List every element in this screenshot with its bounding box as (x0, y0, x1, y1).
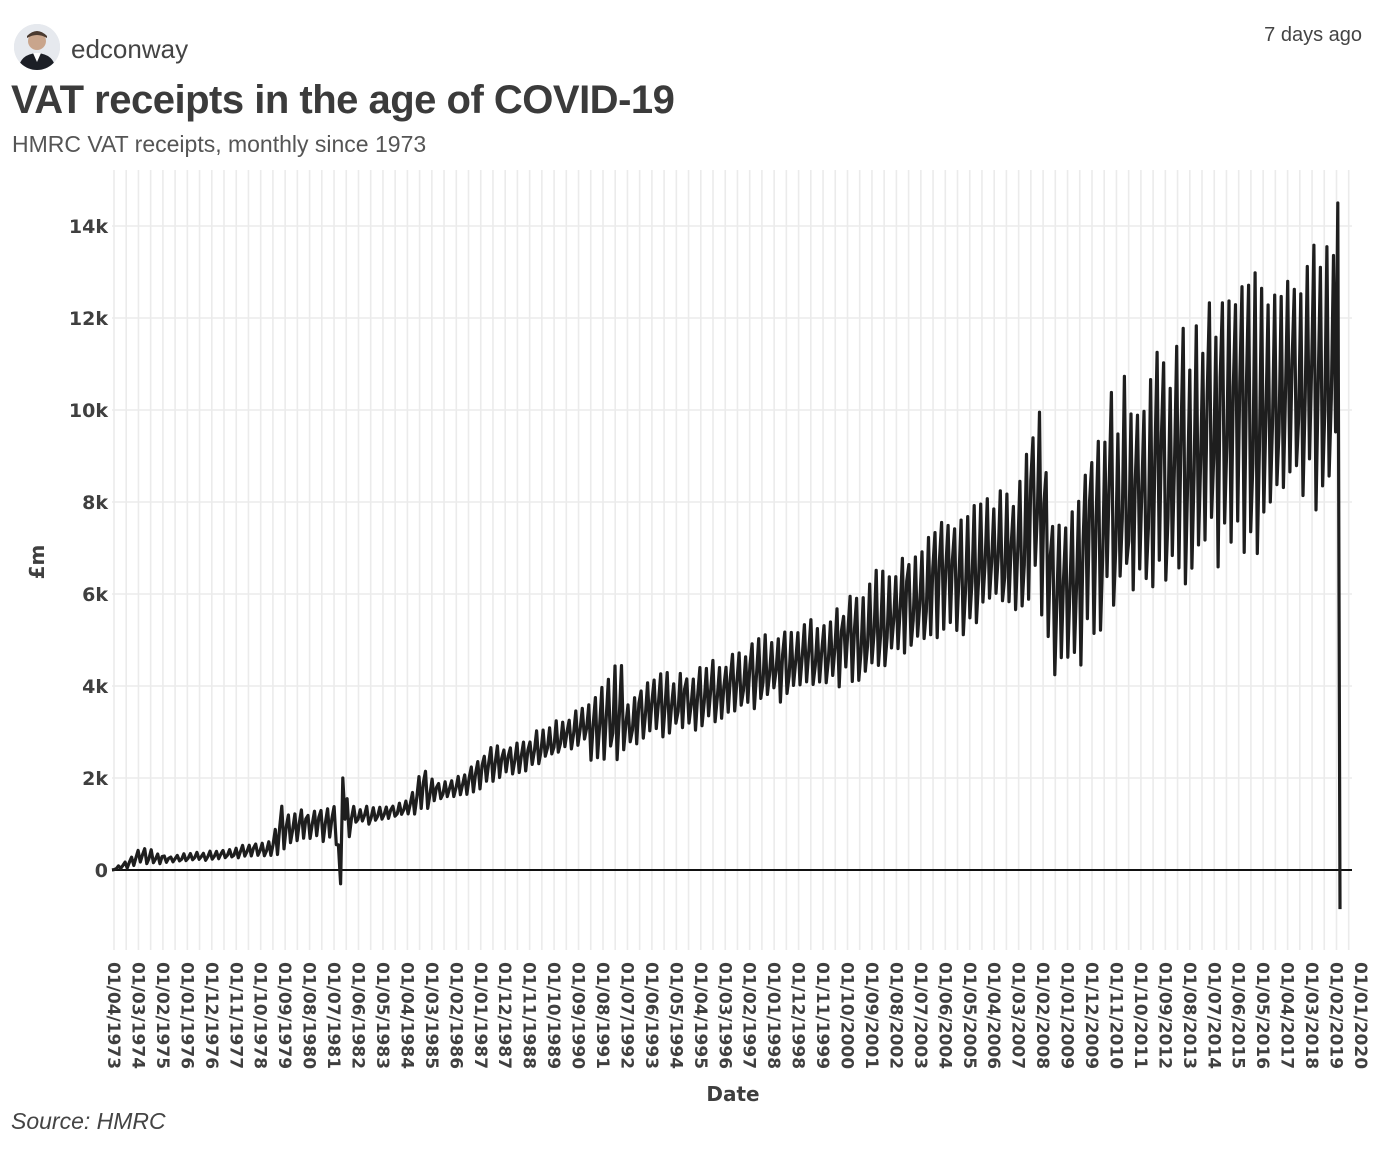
timestamp: 7 days ago (1264, 24, 1362, 46)
x-tick-label: 01/04/1984 (396, 962, 416, 1069)
x-tick-label: 01/07/2014 (1203, 962, 1223, 1069)
y-tick-label: 6k (82, 584, 108, 606)
x-tick-label: 01/09/1979 (274, 962, 294, 1069)
x-tick-label: 01/06/1993 (641, 962, 661, 1069)
x-tick-label: 01/06/2004 (934, 962, 954, 1069)
x-tick-label: 01/04/2017 (1277, 962, 1297, 1069)
x-tick-label: 01/03/2018 (1301, 962, 1321, 1069)
x-tick-label: 01/02/1975 (152, 962, 172, 1069)
y-tick-label: 10k (69, 400, 108, 422)
y-tick-label: 4k (82, 676, 108, 698)
x-tick-label: 01/04/2006 (983, 962, 1003, 1069)
y-gridlines (112, 225, 1352, 779)
chart-title: VAT receipts in the age of COVID-19 (11, 78, 675, 122)
x-tick-label: 01/07/2003 (910, 962, 930, 1069)
y-tick-label: 14k (69, 216, 108, 238)
x-tick-label: 01/11/1999 (812, 962, 832, 1069)
x-tick-label: 01/12/2009 (1081, 962, 1101, 1069)
x-tick-label: 01/10/2011 (1130, 962, 1150, 1069)
x-tick-label: 01/07/1981 (323, 962, 343, 1069)
x-tick-label: 01/12/1998 (788, 962, 808, 1069)
x-tick-label: 01/09/2012 (1154, 962, 1174, 1069)
series-line-vat-receipts (111, 201, 1342, 910)
source-note: Source: HMRC (11, 1108, 166, 1134)
x-axis-ticks: 01/04/1973 01/03/1974 01/02/1975 01/01/1976… (103, 962, 1370, 1069)
x-tick-label: 01/12/1987 (494, 962, 514, 1069)
y-tick-label: 12k (69, 308, 108, 330)
x-tick-label: 01/11/1988 (519, 962, 539, 1069)
chart-subtitle: HMRC VAT receipts, monthly since 1973 (12, 131, 427, 157)
x-tick-label: 01/02/1997 (739, 962, 759, 1069)
x-tick-label: 01/08/1991 (592, 962, 612, 1069)
x-tick-label: 01/09/2001 (861, 962, 881, 1069)
x-tick-label: 01/10/1989 (543, 962, 563, 1069)
x-tick-label: 01/05/1994 (665, 962, 685, 1069)
x-tick-label: 01/05/1983 (372, 962, 392, 1069)
x-tick-label: 01/03/1985 (421, 962, 441, 1069)
x-tick-label: 01/12/1976 (201, 962, 221, 1069)
y-tick-label: 0 (95, 860, 108, 882)
x-tick-label: 01/01/1998 (763, 962, 783, 1069)
x-tick-label: 01/10/2000 (837, 962, 857, 1069)
x-tick-label: 01/01/1987 (470, 962, 490, 1069)
y-axis-title: £m (25, 545, 49, 580)
x-tick-label: 01/08/1980 (299, 962, 319, 1069)
y-tick-label: 8k (82, 492, 108, 514)
x-tick-label: 01/02/2019 (1326, 962, 1346, 1069)
y-tick-label: 2k (82, 768, 108, 790)
x-tick-label: 01/09/1990 (568, 962, 588, 1069)
x-tick-label: 01/08/2013 (1179, 962, 1199, 1069)
user-avatar-icon[interactable] (14, 24, 60, 70)
x-tick-label: 01/11/2010 (1105, 962, 1125, 1069)
x-tick-label: 01/06/2015 (1228, 962, 1248, 1069)
x-tick-label: 01/01/1976 (176, 962, 196, 1069)
x-tick-label: 01/03/1974 (127, 962, 147, 1069)
x-tick-label: 01/05/2016 (1252, 962, 1272, 1069)
x-tick-label: 01/11/1977 (225, 962, 245, 1069)
x-tick-label: 01/08/2002 (885, 962, 905, 1069)
x-gridlines (113, 170, 1350, 950)
x-axis-title: Date (706, 1082, 759, 1105)
x-tick-label: 01/02/2008 (1032, 962, 1052, 1069)
x-tick-label: 01/04/1995 (690, 962, 710, 1069)
x-tick-label: 01/01/2009 (1057, 962, 1077, 1069)
x-tick-label: 01/07/1992 (616, 962, 636, 1069)
x-tick-label: 01/02/1986 (445, 962, 465, 1069)
x-tick-label: 01/03/2007 (1008, 962, 1028, 1069)
x-tick-label: 01/01/2020 (1350, 962, 1370, 1069)
x-tick-label: 01/03/1996 (714, 962, 734, 1069)
x-tick-label: 01/05/2005 (959, 962, 979, 1069)
x-tick-label: 01/06/1982 (348, 962, 368, 1069)
y-axis-ticks: 0 2k 4k 6k 8k 10k 12k 14k (69, 216, 108, 882)
author-name[interactable]: edconway (71, 34, 189, 64)
x-tick-label: 01/10/1978 (250, 962, 270, 1069)
x-tick-label: 01/04/1973 (103, 962, 123, 1069)
